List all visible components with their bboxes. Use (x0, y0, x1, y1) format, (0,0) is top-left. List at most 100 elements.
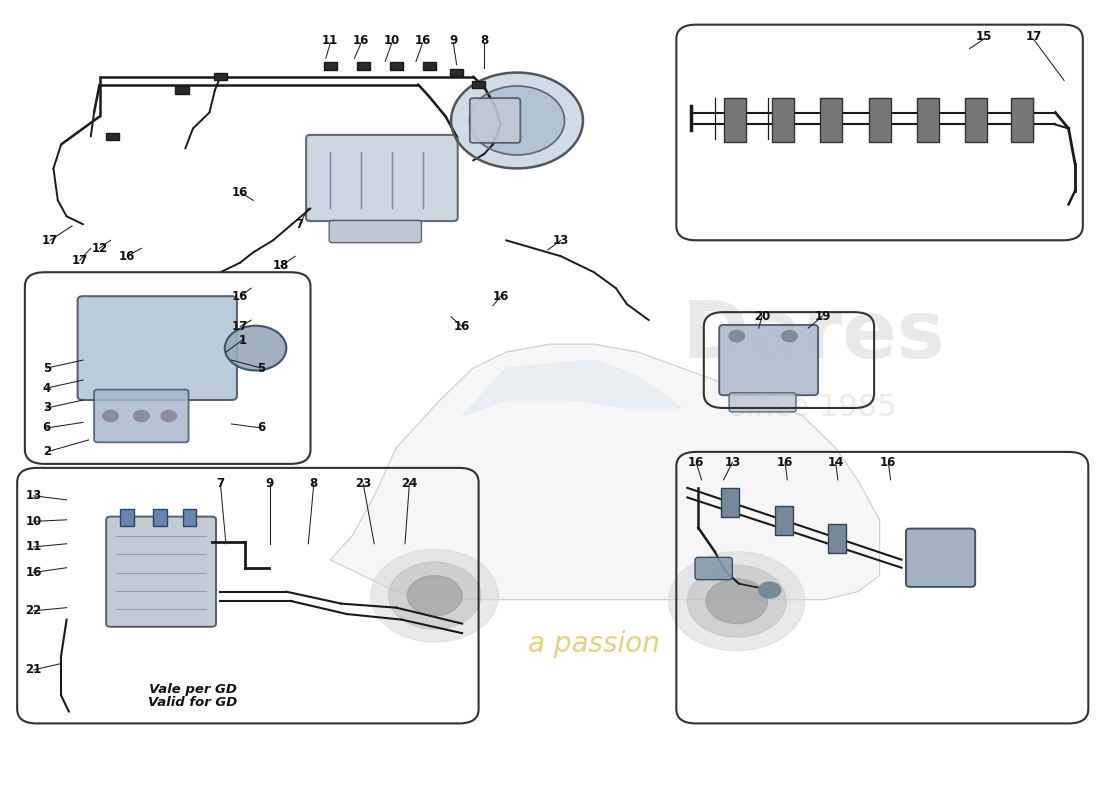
Text: Valid for GD: Valid for GD (148, 696, 238, 709)
Text: 22: 22 (25, 604, 42, 618)
Bar (722, 488, 739, 517)
Text: 24: 24 (402, 478, 418, 490)
Text: 14: 14 (827, 456, 844, 469)
Text: 16: 16 (777, 456, 793, 469)
Text: 11: 11 (322, 34, 339, 47)
Circle shape (371, 550, 498, 642)
Circle shape (388, 562, 481, 630)
Text: 9: 9 (266, 478, 274, 490)
FancyBboxPatch shape (719, 325, 818, 395)
Text: 17: 17 (42, 234, 58, 246)
Bar (821, 98, 843, 142)
Circle shape (470, 86, 564, 155)
Text: 16: 16 (454, 320, 471, 333)
Bar (450, 69, 463, 77)
Text: 12: 12 (91, 242, 108, 254)
Text: 7: 7 (217, 478, 224, 490)
Bar (175, 86, 188, 94)
Text: 16: 16 (25, 566, 42, 579)
Text: 17: 17 (72, 254, 88, 266)
Text: 1: 1 (239, 334, 246, 346)
Bar (917, 98, 939, 142)
Bar (153, 509, 166, 526)
Bar (183, 509, 196, 526)
Bar (869, 98, 891, 142)
Text: 13: 13 (724, 456, 740, 469)
Text: 13: 13 (553, 234, 569, 246)
Text: 21: 21 (25, 663, 42, 677)
Text: a passion: a passion (528, 630, 660, 658)
Circle shape (161, 410, 176, 422)
Circle shape (782, 330, 797, 342)
Text: 8: 8 (480, 34, 488, 47)
Bar (774, 506, 792, 534)
Circle shape (729, 330, 745, 342)
Bar (828, 524, 846, 553)
Circle shape (224, 326, 286, 370)
Bar (213, 73, 227, 80)
FancyBboxPatch shape (695, 558, 733, 580)
Text: 16: 16 (415, 34, 431, 47)
FancyBboxPatch shape (470, 98, 520, 143)
FancyBboxPatch shape (107, 517, 216, 627)
FancyBboxPatch shape (78, 296, 236, 400)
Text: 6: 6 (43, 422, 51, 434)
Text: 2: 2 (43, 446, 51, 458)
Text: 16: 16 (353, 34, 370, 47)
Text: 13: 13 (25, 490, 42, 502)
Text: since 1985: since 1985 (730, 394, 896, 422)
Bar (120, 509, 133, 526)
Text: 16: 16 (232, 290, 249, 302)
Text: 23: 23 (355, 478, 372, 490)
Polygon shape (330, 344, 880, 600)
Text: 15: 15 (976, 30, 992, 43)
Text: 19: 19 (814, 310, 830, 322)
FancyBboxPatch shape (906, 529, 976, 587)
Text: 20: 20 (754, 310, 770, 322)
Circle shape (451, 73, 583, 169)
Bar (1011, 98, 1033, 142)
Text: 16: 16 (880, 456, 896, 469)
Text: Vale per GD: Vale per GD (148, 682, 236, 695)
Circle shape (706, 579, 768, 624)
FancyBboxPatch shape (95, 390, 188, 442)
Text: 4: 4 (43, 382, 51, 394)
Polygon shape (462, 360, 682, 416)
Text: 9: 9 (449, 34, 458, 47)
Bar (107, 133, 119, 140)
Text: 17: 17 (232, 320, 249, 333)
Bar (772, 98, 794, 142)
Text: 16: 16 (119, 250, 135, 262)
FancyBboxPatch shape (329, 220, 421, 242)
Circle shape (688, 566, 786, 637)
Text: 16: 16 (493, 290, 508, 302)
Text: 8: 8 (310, 478, 318, 490)
Bar (389, 62, 403, 70)
Circle shape (133, 410, 148, 422)
Text: 16: 16 (232, 186, 249, 199)
Text: 18: 18 (273, 259, 289, 272)
Bar (323, 62, 337, 70)
FancyBboxPatch shape (306, 135, 458, 221)
FancyBboxPatch shape (729, 393, 796, 412)
Text: 10: 10 (25, 515, 42, 528)
Text: 17: 17 (1025, 30, 1042, 43)
Text: 5: 5 (257, 362, 265, 374)
Text: 10: 10 (384, 34, 400, 47)
Circle shape (103, 410, 118, 422)
Bar (422, 62, 436, 70)
Text: 7: 7 (296, 218, 304, 231)
Text: 16: 16 (688, 456, 704, 469)
Circle shape (669, 552, 805, 650)
Bar (966, 98, 987, 142)
Text: 3: 3 (43, 402, 51, 414)
Bar (724, 98, 746, 142)
Text: 6: 6 (257, 422, 265, 434)
Bar (472, 81, 485, 88)
Text: Dares: Dares (682, 297, 946, 375)
Text: 5: 5 (43, 362, 51, 374)
Circle shape (407, 576, 462, 616)
Text: 11: 11 (25, 541, 42, 554)
Circle shape (759, 582, 781, 598)
Bar (356, 62, 370, 70)
